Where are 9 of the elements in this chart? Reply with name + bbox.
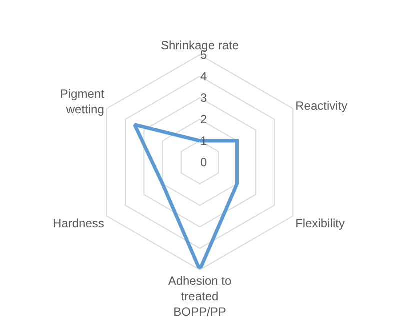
spoke-label: Adhesion to treated BOPP/PP (168, 274, 232, 320)
y-tick-label: 4 (200, 69, 208, 84)
y-tick-label: 0 (200, 155, 208, 170)
y-tick-label: 3 (200, 90, 208, 105)
spoke-label: Flexibility (296, 216, 345, 230)
spoke-label: Pigment wetting (60, 87, 106, 117)
spoke-label: Reactivity (296, 98, 348, 113)
spoke-label: Hardness (53, 216, 104, 230)
y-tick-label: 2 (200, 112, 208, 126)
